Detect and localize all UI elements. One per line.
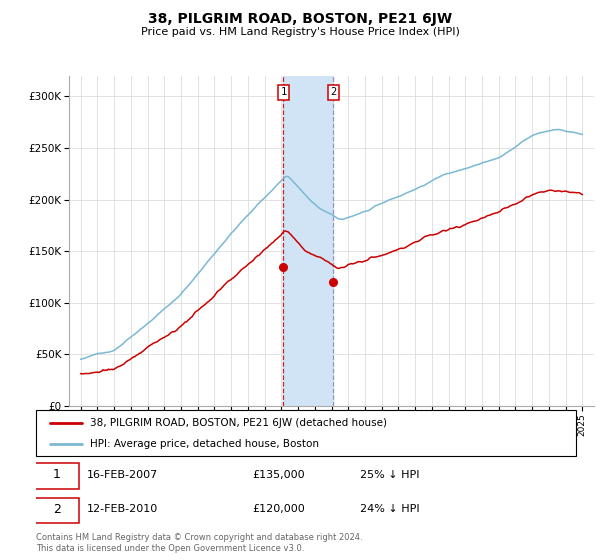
Text: 25% ↓ HPI: 25% ↓ HPI: [360, 470, 419, 480]
Text: 1: 1: [280, 87, 287, 97]
FancyBboxPatch shape: [36, 410, 576, 456]
Text: £135,000: £135,000: [252, 470, 305, 480]
Text: 16-FEB-2007: 16-FEB-2007: [88, 470, 158, 480]
Text: £120,000: £120,000: [252, 504, 305, 514]
Text: Price paid vs. HM Land Registry's House Price Index (HPI): Price paid vs. HM Land Registry's House …: [140, 27, 460, 37]
Text: 2: 2: [53, 503, 61, 516]
Text: 2: 2: [331, 87, 337, 97]
Text: 1: 1: [53, 468, 61, 481]
Bar: [283, 76, 334, 406]
Text: 24% ↓ HPI: 24% ↓ HPI: [360, 504, 419, 514]
FancyBboxPatch shape: [35, 498, 79, 524]
Text: 38, PILGRIM ROAD, BOSTON, PE21 6JW: 38, PILGRIM ROAD, BOSTON, PE21 6JW: [148, 12, 452, 26]
Text: Contains HM Land Registry data © Crown copyright and database right 2024.
This d: Contains HM Land Registry data © Crown c…: [36, 533, 362, 553]
Text: 38, PILGRIM ROAD, BOSTON, PE21 6JW (detached house): 38, PILGRIM ROAD, BOSTON, PE21 6JW (deta…: [90, 418, 387, 428]
Text: HPI: Average price, detached house, Boston: HPI: Average price, detached house, Bost…: [90, 439, 319, 449]
Text: 12-FEB-2010: 12-FEB-2010: [88, 504, 158, 514]
FancyBboxPatch shape: [35, 463, 79, 489]
